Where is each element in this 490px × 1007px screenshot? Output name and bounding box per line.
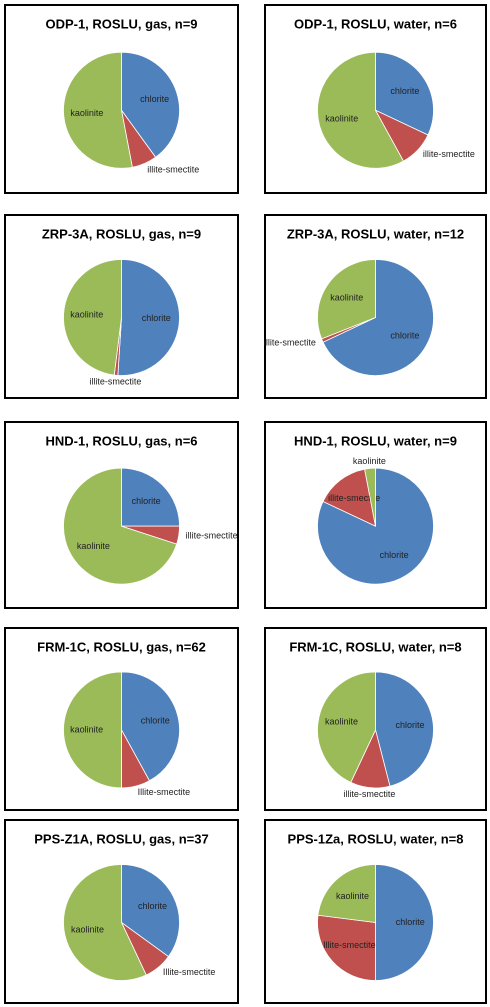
slice-label: chlorite xyxy=(132,496,161,506)
chart-title: HND-1, ROSLU, water, n=9 xyxy=(294,433,457,448)
slice-label: chlorite xyxy=(396,917,425,927)
pie-slice xyxy=(317,467,434,585)
chart-title: FRM-1C, ROSLU, gas, n=62 xyxy=(37,639,206,654)
pie-slice xyxy=(317,51,404,169)
pie-slice xyxy=(63,864,147,981)
pie-slice xyxy=(375,51,434,136)
chart-title: PPS-1Za, ROSLU, water, n=8 xyxy=(288,831,464,846)
slice-label: illite-smectite xyxy=(423,149,475,159)
slice-label: kaolinite xyxy=(330,292,363,302)
slice-label: chlorite xyxy=(380,550,409,560)
slice-label: kaolinite xyxy=(70,310,103,320)
slice-label: kaolinite xyxy=(77,541,110,551)
slice-label: chlorite xyxy=(140,94,169,104)
pie-slice xyxy=(317,864,376,923)
pie-slice xyxy=(121,671,180,782)
pie-slice xyxy=(63,467,178,585)
slice-label: Illite-smectite xyxy=(163,967,216,977)
chart-title: ZRP-3A, ROSLU, water, n=12 xyxy=(287,226,464,241)
slice-label: kaolinite xyxy=(336,891,369,901)
slice-label: illite-smectite xyxy=(264,338,316,348)
slice-label: kaolinite xyxy=(353,456,386,466)
pie-slice xyxy=(63,51,133,169)
slice-label: kaolinite xyxy=(70,724,103,734)
chart-title: HND-1, ROSLU, gas, n=6 xyxy=(45,433,197,448)
pie-slice xyxy=(322,468,377,527)
slice-label: illite-smectite xyxy=(89,377,141,387)
slice-label: chlorite xyxy=(396,720,425,730)
pie-slice xyxy=(121,864,180,958)
pie-slice xyxy=(375,671,434,787)
pie-slice xyxy=(317,671,376,783)
pie-slice xyxy=(317,914,376,981)
slice-label: illite-smectite xyxy=(147,164,199,174)
slice-label: kaolinite xyxy=(325,717,358,727)
slice-label: illite-smectite xyxy=(186,531,238,541)
slice-label: chlorite xyxy=(390,331,419,341)
slice-label: chlorite xyxy=(390,86,419,96)
chart-title: PPS-Z1A, ROSLU, gas, n=37 xyxy=(34,831,208,846)
chart-title: ODP-1, ROSLU, water, n=6 xyxy=(294,16,457,31)
slice-label: kaolinite xyxy=(70,108,103,118)
pie-slice xyxy=(121,467,180,527)
slice-label: illite-smectite xyxy=(343,789,395,799)
slice-label: illite-smectite xyxy=(328,493,380,503)
pie-slice xyxy=(364,467,376,527)
pie-slice xyxy=(63,259,122,376)
slice-label: Illite-smectite xyxy=(138,787,191,797)
slice-label: Illite-smectite xyxy=(323,940,376,950)
chart-title: ZRP-3A, ROSLU, gas, n=9 xyxy=(42,226,201,241)
pie-slice xyxy=(63,671,122,789)
slice-label: chlorite xyxy=(138,901,167,911)
slice-label: kaolinite xyxy=(325,113,358,123)
pie-slice xyxy=(322,259,434,376)
chart-title: ODP-1, ROSLU, gas, n=9 xyxy=(45,16,197,31)
pie-slice xyxy=(121,51,180,158)
slice-label: kaolinite xyxy=(71,924,104,934)
slice-label: chlorite xyxy=(142,313,171,323)
slice-label: chlorite xyxy=(141,716,170,726)
pie-slice xyxy=(375,864,434,981)
pie-slice xyxy=(317,259,376,340)
chart-title: FRM-1C, ROSLU, water, n=8 xyxy=(289,639,461,654)
pie-slice xyxy=(117,259,180,376)
